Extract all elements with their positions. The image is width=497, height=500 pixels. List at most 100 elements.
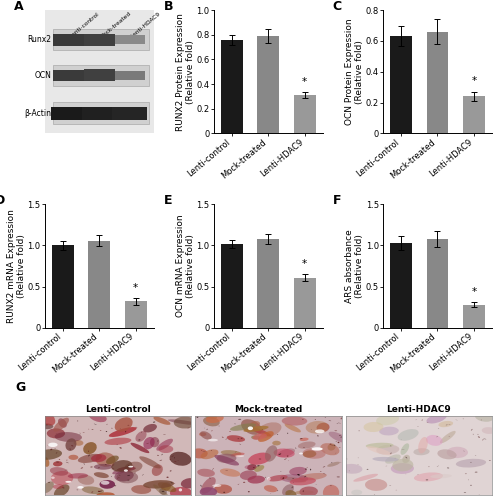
Ellipse shape — [437, 450, 457, 460]
Ellipse shape — [146, 443, 149, 444]
Ellipse shape — [124, 462, 143, 472]
Ellipse shape — [273, 448, 295, 458]
Ellipse shape — [88, 429, 89, 430]
Ellipse shape — [143, 437, 155, 450]
Ellipse shape — [159, 488, 167, 494]
Bar — [294, 278, 316, 328]
Ellipse shape — [68, 473, 88, 478]
Ellipse shape — [241, 419, 262, 435]
Text: Lenti-control: Lenti-control — [85, 404, 151, 413]
Ellipse shape — [117, 466, 136, 471]
Ellipse shape — [101, 480, 109, 485]
Text: B: B — [164, 0, 173, 13]
FancyBboxPatch shape — [82, 106, 117, 120]
Ellipse shape — [55, 432, 82, 442]
Ellipse shape — [50, 467, 68, 475]
Ellipse shape — [247, 464, 257, 470]
Ellipse shape — [88, 454, 90, 456]
Text: Mock-treated: Mock-treated — [234, 404, 303, 413]
Bar — [463, 96, 485, 134]
Bar — [52, 246, 74, 328]
Ellipse shape — [106, 431, 107, 432]
Ellipse shape — [134, 472, 136, 474]
Ellipse shape — [212, 484, 221, 487]
Ellipse shape — [267, 477, 271, 481]
Ellipse shape — [428, 466, 429, 467]
Ellipse shape — [463, 418, 464, 419]
Ellipse shape — [349, 470, 350, 471]
Ellipse shape — [430, 474, 452, 478]
FancyBboxPatch shape — [114, 35, 145, 44]
Ellipse shape — [106, 424, 108, 425]
Ellipse shape — [277, 434, 278, 435]
Ellipse shape — [136, 431, 147, 442]
Ellipse shape — [58, 418, 67, 428]
Ellipse shape — [292, 486, 293, 488]
Ellipse shape — [406, 456, 408, 458]
Ellipse shape — [379, 426, 399, 436]
FancyBboxPatch shape — [54, 29, 150, 50]
Ellipse shape — [103, 482, 105, 484]
Ellipse shape — [305, 468, 307, 469]
Ellipse shape — [201, 450, 202, 451]
Ellipse shape — [376, 444, 399, 454]
Bar — [125, 302, 147, 328]
Text: F: F — [333, 194, 341, 207]
Ellipse shape — [170, 487, 192, 499]
Ellipse shape — [71, 445, 74, 446]
Ellipse shape — [265, 477, 266, 478]
Ellipse shape — [437, 466, 439, 467]
Ellipse shape — [299, 473, 327, 480]
Ellipse shape — [119, 447, 122, 448]
Ellipse shape — [258, 431, 274, 442]
Bar — [426, 32, 448, 134]
Ellipse shape — [241, 438, 243, 439]
Ellipse shape — [303, 448, 326, 459]
Ellipse shape — [280, 474, 308, 482]
Ellipse shape — [392, 458, 414, 471]
Ellipse shape — [471, 429, 473, 430]
Ellipse shape — [124, 470, 128, 472]
Ellipse shape — [421, 419, 423, 421]
Ellipse shape — [115, 418, 133, 432]
Ellipse shape — [236, 455, 244, 457]
Ellipse shape — [456, 459, 486, 468]
Ellipse shape — [166, 476, 168, 478]
Ellipse shape — [402, 455, 410, 463]
Ellipse shape — [201, 450, 219, 459]
Ellipse shape — [414, 472, 443, 482]
Ellipse shape — [160, 460, 162, 461]
Bar — [390, 36, 412, 134]
Ellipse shape — [98, 491, 100, 492]
Ellipse shape — [208, 439, 218, 442]
Ellipse shape — [118, 477, 120, 478]
Ellipse shape — [338, 447, 340, 448]
Ellipse shape — [174, 416, 196, 428]
Ellipse shape — [482, 439, 484, 440]
Ellipse shape — [225, 470, 228, 471]
Ellipse shape — [159, 445, 173, 453]
Ellipse shape — [278, 454, 281, 455]
Ellipse shape — [484, 438, 487, 440]
Ellipse shape — [336, 476, 340, 478]
Text: *: * — [302, 258, 307, 268]
Ellipse shape — [200, 431, 212, 440]
Text: Lenti-HDAC9: Lenti-HDAC9 — [387, 404, 451, 413]
Ellipse shape — [340, 436, 342, 438]
Ellipse shape — [287, 433, 288, 434]
Ellipse shape — [94, 424, 97, 425]
Ellipse shape — [112, 466, 134, 474]
Ellipse shape — [119, 475, 120, 476]
Ellipse shape — [143, 480, 174, 488]
Ellipse shape — [257, 465, 259, 466]
Ellipse shape — [111, 468, 114, 469]
Ellipse shape — [252, 434, 267, 440]
Ellipse shape — [253, 467, 254, 468]
Ellipse shape — [94, 464, 113, 469]
Ellipse shape — [98, 467, 99, 468]
Ellipse shape — [44, 416, 46, 417]
Bar — [221, 244, 243, 328]
Ellipse shape — [200, 485, 202, 486]
Ellipse shape — [478, 436, 480, 438]
Ellipse shape — [323, 466, 325, 468]
